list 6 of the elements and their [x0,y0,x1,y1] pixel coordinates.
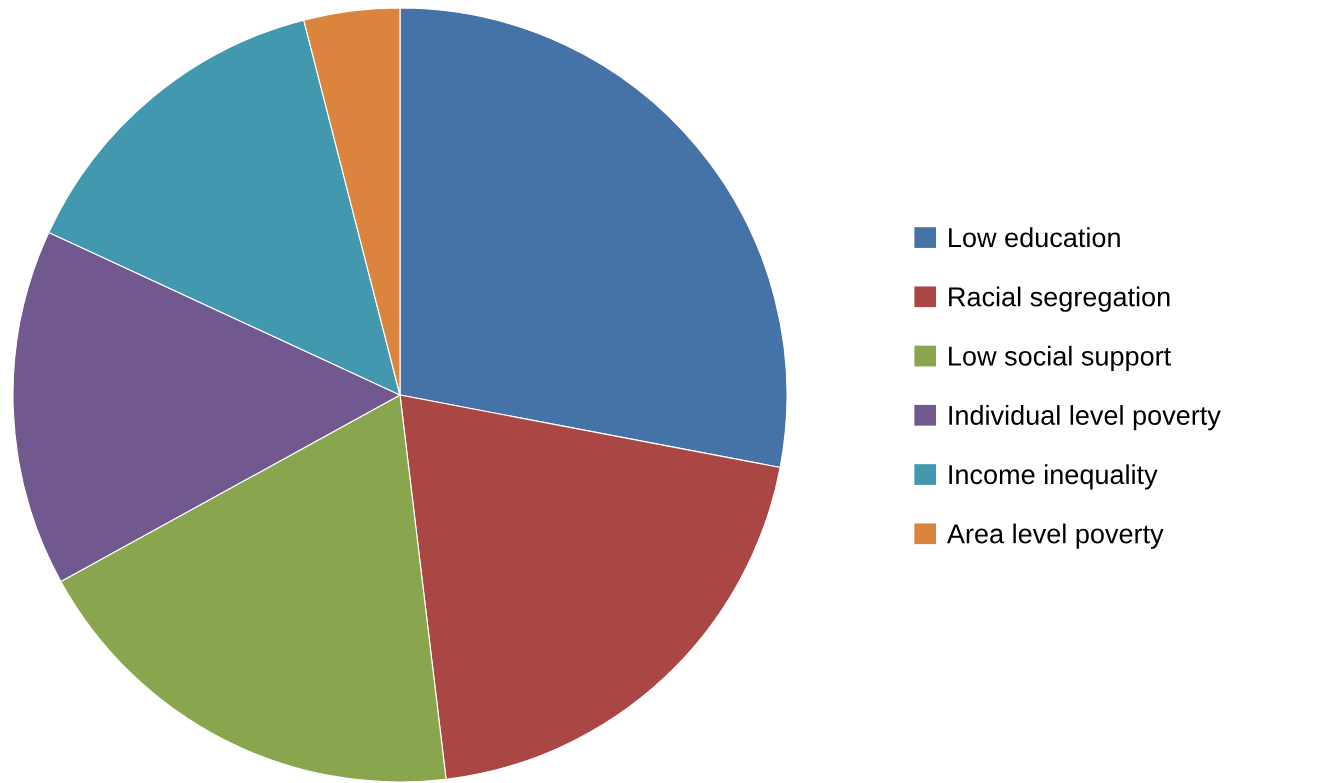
legend-label: Income inequality [949,464,1158,490]
legend-label: Low education [949,227,1120,248]
legend-label: Area level poverty [946,523,1164,549]
legend-label: Low social support [949,345,1171,372]
legend-label: Racial segregation [949,286,1170,312]
legend-label: Individual level poverty [949,405,1221,431]
